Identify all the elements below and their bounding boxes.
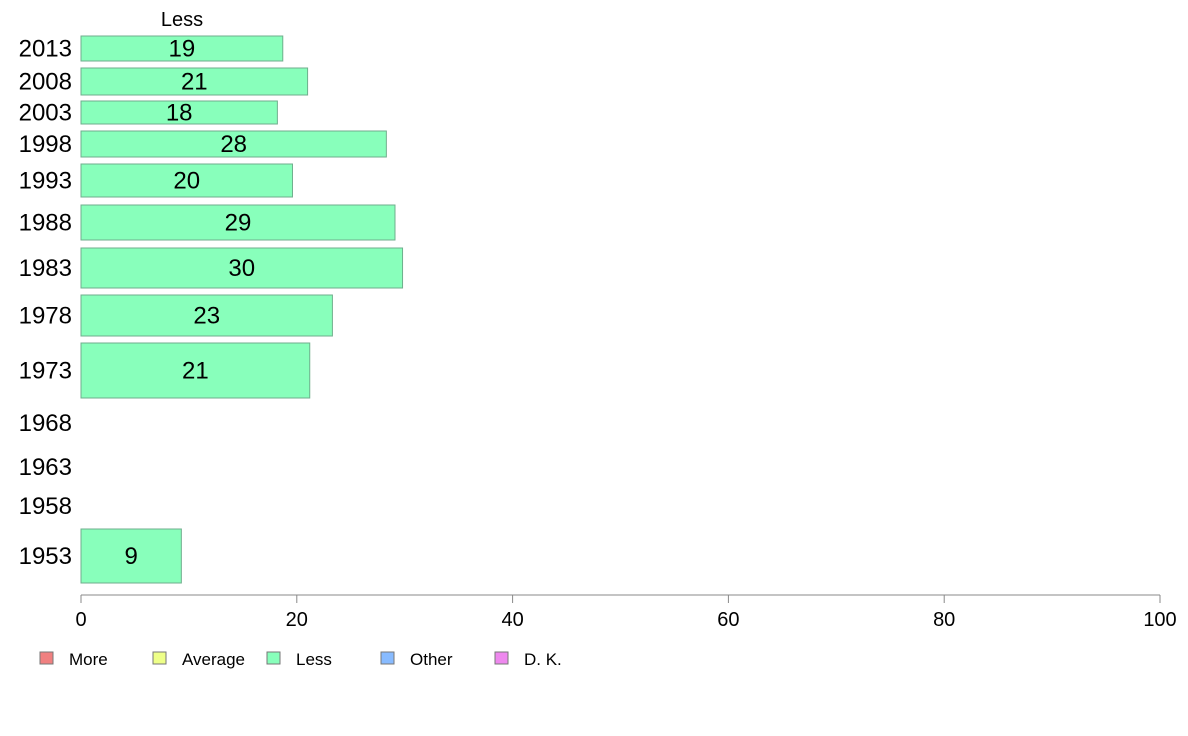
bars-group: 2013 19 2008 21 2003 18 1998 28 1993 20 1988 29 1983… <box>19 35 404 584</box>
bar <box>80 204 396 241</box>
category-label: 1953 <box>19 543 72 570</box>
x-tick-label: 100 <box>1143 609 1176 631</box>
legend-swatch <box>266 651 281 665</box>
category-label: 2003 <box>19 100 72 127</box>
legend-label: D. K. <box>524 650 562 669</box>
category-label: 1983 <box>19 255 72 282</box>
legend-label: Less <box>296 650 332 669</box>
bar-value-label: 29 <box>225 210 252 237</box>
category-label: 1993 <box>19 168 72 195</box>
bar-value-label: 20 <box>173 168 200 195</box>
bar <box>80 163 293 198</box>
category-label: 1958 <box>19 493 72 520</box>
legend-swatch <box>380 651 395 665</box>
category-label: 1998 <box>19 131 72 158</box>
bar <box>80 247 404 289</box>
legend-swatch <box>152 651 167 665</box>
bar-value-label: 9 <box>124 543 137 570</box>
category-label: 2013 <box>19 36 72 63</box>
x-tick-label: 80 <box>933 609 955 631</box>
column-header: Less <box>161 9 203 31</box>
legend-label: Other <box>410 650 453 669</box>
category-label: 1973 <box>19 358 72 385</box>
x-tick-label: 40 <box>501 609 523 631</box>
bar <box>80 35 284 62</box>
bar-value-label: 21 <box>181 69 208 96</box>
legend-label: Average <box>182 650 245 669</box>
bar <box>80 294 333 337</box>
legend-swatch <box>494 651 509 665</box>
legend: More Average Less Other D. K. <box>39 650 562 669</box>
bar-value-label: 30 <box>228 255 255 282</box>
x-axis: 0 20 40 60 80 100 <box>75 594 1177 631</box>
bar <box>80 130 387 158</box>
x-tick-label: 0 <box>75 609 86 631</box>
category-label: 2008 <box>19 69 72 96</box>
bar-value-label: 21 <box>182 358 209 385</box>
bar-value-label: 28 <box>220 131 247 158</box>
category-label: 1978 <box>19 303 72 330</box>
legend-label: More <box>69 650 108 669</box>
bar <box>80 67 309 96</box>
x-tick-label: 20 <box>286 609 308 631</box>
bar-value-label: 23 <box>193 303 220 330</box>
bar <box>80 528 182 584</box>
category-label: 1963 <box>19 454 72 481</box>
category-label: 1968 <box>19 410 72 437</box>
legend-swatch <box>39 651 54 665</box>
bar <box>80 342 311 399</box>
bar-value-label: 18 <box>166 100 193 127</box>
bar <box>80 100 278 125</box>
category-label: 1988 <box>19 210 72 237</box>
bar-value-label: 19 <box>169 36 196 63</box>
x-tick-label: 60 <box>717 609 739 631</box>
